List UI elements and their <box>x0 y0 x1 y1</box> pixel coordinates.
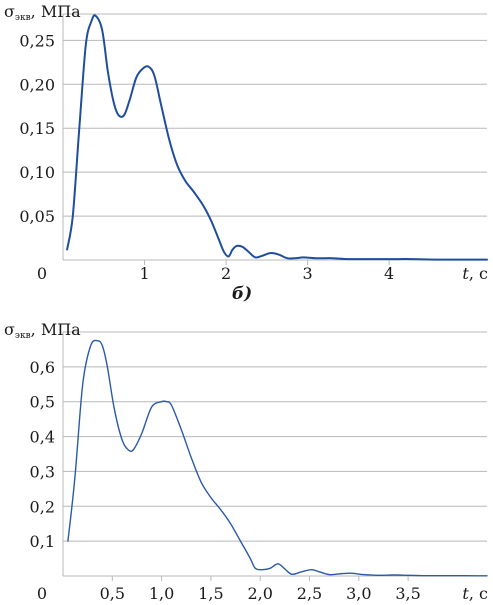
y-axis-label: σэкв, МПа <box>4 2 81 23</box>
y-tick-label: 0,20 <box>19 75 55 94</box>
upper-chart: 0,05 0,10 0,15 0,20 0,25 1 2 3 4 0 σэкв, МПа t, с <box>4 2 488 283</box>
x-tick-label: 1,5 <box>198 584 223 603</box>
series-line <box>66 14 488 261</box>
x-axis-variable: t <box>462 264 469 283</box>
y-tick-label: 0,5 <box>30 393 55 412</box>
series-line <box>67 339 488 577</box>
y-tick-label: 0,4 <box>30 428 55 447</box>
y-tick-label: 0,3 <box>30 462 55 481</box>
x-tick-label: 2 <box>221 264 231 283</box>
x-tick-label: 3,5 <box>395 584 420 603</box>
x-axis-label: t, с <box>462 584 488 603</box>
lower-chart: 0,1 0,2 0,3 0,4 0,5 0,6 0,5 1,0 1,5 2,0 2,5 3,0 3,5 0… <box>4 320 488 603</box>
y-tick-label: 0,10 <box>19 163 55 182</box>
x-tick-label: 1 <box>139 264 149 283</box>
x-axis-unit: , с <box>469 584 488 603</box>
y-tick-label: 0,05 <box>19 207 55 226</box>
x-tick-label: 3 <box>303 264 313 283</box>
y-axis-subscript: экв <box>15 331 31 341</box>
y-tick-label: 0,6 <box>30 358 55 377</box>
y-axis-symbol: σ <box>4 2 15 21</box>
y-tick-label: 0,1 <box>30 532 55 551</box>
x-tick-label: 0,5 <box>100 584 125 603</box>
origin-label: 0 <box>37 264 47 283</box>
y-axis-unit: , МПа <box>31 2 82 21</box>
panel-label: б) <box>232 284 252 304</box>
y-axis-symbol: σ <box>4 320 15 339</box>
x-axis-variable: t <box>462 584 469 603</box>
x-tick-label: 4 <box>384 264 394 283</box>
x-tick-label: 2,0 <box>247 584 272 603</box>
x-axis-unit: , с <box>469 264 488 283</box>
x-tick-label: 2,5 <box>297 584 322 603</box>
y-axis-label: σэкв, МПа <box>4 320 81 341</box>
y-axis-subscript: экв <box>15 13 31 23</box>
x-tick-label: 1,0 <box>149 584 174 603</box>
x-axis-label: t, с <box>462 264 488 283</box>
origin-label: 0 <box>37 584 47 603</box>
y-tick-label: 0,15 <box>19 119 55 138</box>
y-axis-unit: , МПа <box>31 320 82 339</box>
y-tick-label: 0,2 <box>30 497 55 516</box>
x-tick-label: 3,0 <box>346 584 371 603</box>
y-tick-label: 0,25 <box>19 31 55 50</box>
